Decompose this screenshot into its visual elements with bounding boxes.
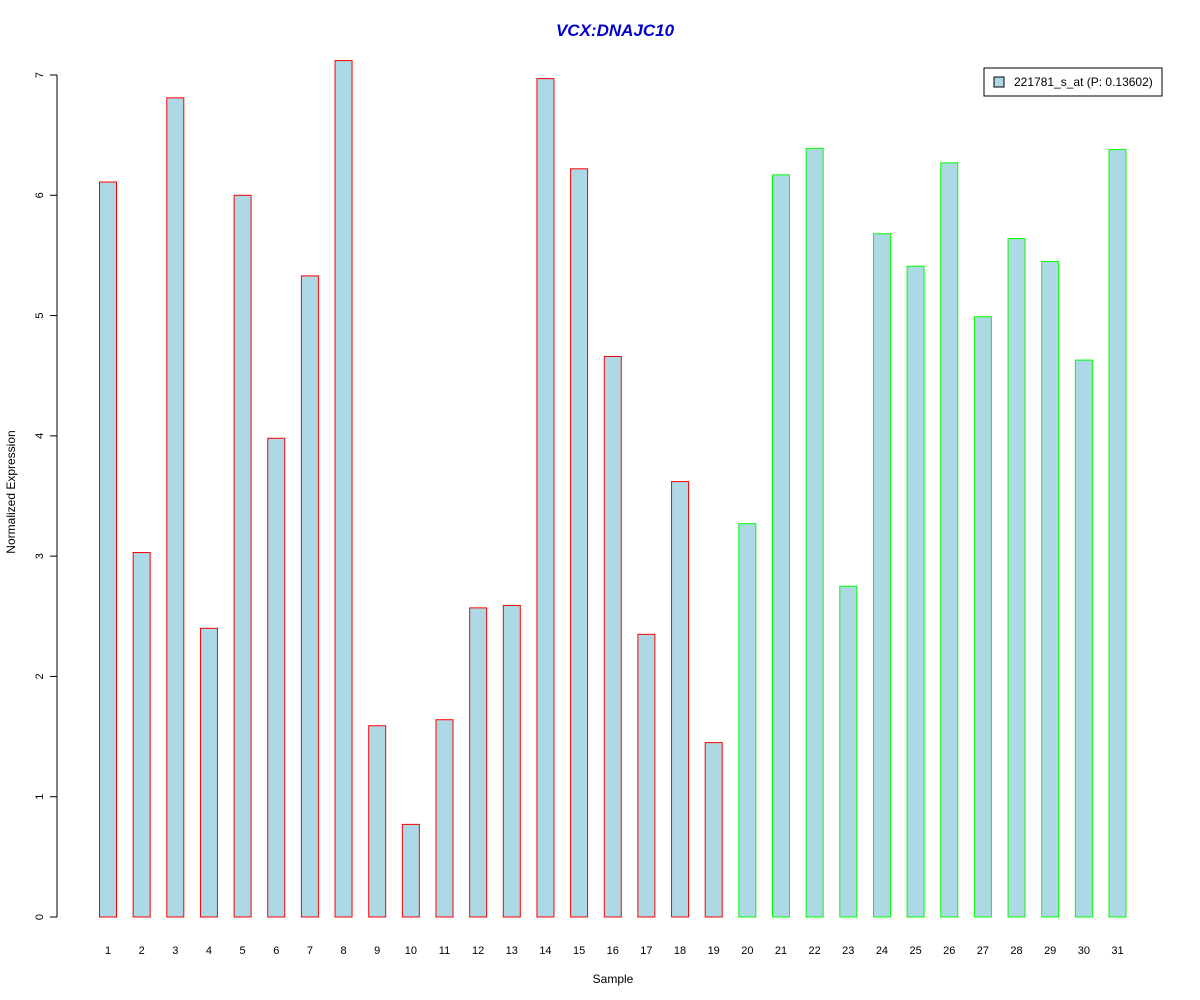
x-tick-label: 15 (573, 945, 585, 957)
x-tick-label: 18 (674, 945, 686, 957)
bar-sample-7 (300, 275, 319, 918)
bar-sample-6 (267, 437, 286, 918)
x-tick-label: 23 (842, 945, 854, 957)
x-tick-label: 27 (977, 945, 989, 957)
y-tick-label: 1 (34, 794, 46, 800)
legend-swatch (993, 76, 1005, 88)
x-axis-label: Sample (593, 972, 634, 986)
x-tick-label: 1 (105, 945, 111, 957)
bar-sample-13 (502, 604, 521, 918)
x-tick-label: 13 (506, 945, 518, 957)
bar-sample-30 (1074, 359, 1093, 918)
bar-sample-10 (401, 823, 420, 918)
y-axis: 0 1 2 3 4 5 6 7 (34, 72, 58, 920)
x-tick-label: 24 (876, 945, 888, 957)
x-tick-label: 25 (909, 945, 921, 957)
bars (99, 60, 1127, 918)
bar-sample-2 (132, 552, 151, 918)
bar-sample-21 (772, 174, 790, 918)
x-tick-label: 29 (1044, 945, 1056, 957)
x-tick-label: 5 (240, 945, 246, 957)
x-tick-label: 19 (708, 945, 720, 957)
legend: 221781_s_at (P: 0.13602) (983, 67, 1163, 97)
x-tick-label: 10 (405, 945, 417, 957)
x-tick-label: 7 (307, 945, 313, 957)
bar-sample-8 (334, 60, 353, 918)
bar-sample-1 (99, 181, 117, 918)
x-tick-label: 31 (1111, 945, 1123, 957)
x-tick-label: 21 (775, 945, 787, 957)
bar-sample-14 (536, 78, 555, 918)
bar-sample-25 (906, 265, 925, 918)
x-tick-label: 3 (172, 945, 178, 957)
chart-title: VCX:DNAJC10 (556, 21, 675, 40)
x-tick-label: 20 (741, 945, 753, 957)
x-tick-label: 2 (139, 945, 145, 957)
x-tick-label: 22 (809, 945, 821, 957)
legend-label: 221781_s_at (P: 0.13602) (1014, 75, 1153, 89)
x-tick-label: 4 (206, 945, 212, 957)
y-tick-label: 6 (34, 192, 46, 198)
bar-sample-15 (570, 168, 589, 918)
bar-sample-20 (738, 523, 757, 918)
bar-sample-26 (940, 162, 959, 918)
bar-sample-27 (973, 316, 992, 918)
bar-sample-31 (1108, 149, 1127, 918)
x-tick-label: 11 (439, 945, 450, 957)
bar-sample-4 (199, 627, 218, 918)
x-tick-label: 17 (640, 945, 652, 957)
x-tick-label: 6 (273, 945, 279, 957)
y-tick-label: 2 (34, 673, 46, 679)
bar-sample-22 (805, 147, 824, 918)
bar-sample-29 (1041, 260, 1060, 918)
y-axis-label: Normalized Expression (4, 430, 18, 553)
x-tick-label: 28 (1010, 945, 1022, 957)
x-tick-label: 12 (472, 945, 484, 957)
bar-sample-16 (603, 355, 622, 918)
bar-sample-18 (671, 481, 690, 918)
x-tick-label: 14 (539, 945, 551, 957)
bar-sample-28 (1007, 238, 1026, 918)
bar-sample-11 (435, 719, 454, 918)
bar-sample-12 (469, 607, 488, 918)
y-tick-label: 5 (34, 313, 46, 319)
y-tick-label: 3 (34, 553, 46, 559)
bar-sample-23 (839, 585, 858, 918)
x-tick-label: 30 (1078, 945, 1090, 957)
x-tick-label: 8 (340, 945, 346, 957)
bar-sample-5 (233, 194, 252, 918)
x-tick-label: 16 (607, 945, 619, 957)
y-tick-label: 0 (34, 914, 46, 920)
y-tick-label: 4 (34, 433, 46, 439)
bar-sample-17 (637, 633, 656, 918)
bar-sample-3 (166, 97, 185, 918)
x-axis-tick-labels: 1 2 3 4 5 6 7 8 9 10 11 12 13 14 15 16 17 18 19 20 21 22 23 24 2… (105, 945, 1124, 957)
bar-sample-24 (872, 233, 891, 918)
bar-sample-19 (704, 742, 723, 918)
x-tick-label: 9 (374, 945, 380, 957)
bar-sample-9 (368, 725, 387, 918)
y-tick-label: 7 (34, 72, 46, 78)
legend-box (983, 67, 1163, 97)
x-tick-label: 26 (943, 945, 955, 957)
